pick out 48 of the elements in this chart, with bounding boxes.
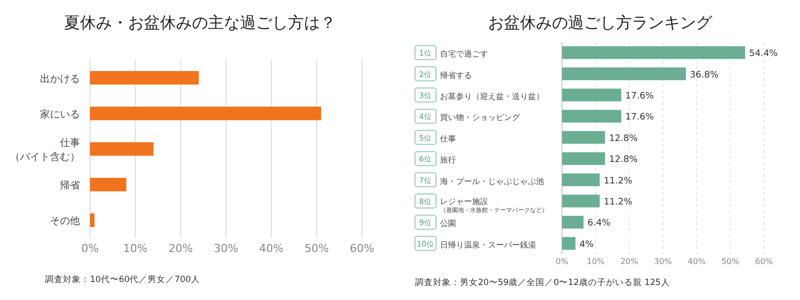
x-tick-label: 60%	[755, 257, 774, 266]
bar	[562, 131, 606, 144]
bar	[90, 213, 95, 227]
data-label: 6.4%	[588, 218, 611, 229]
data-label: 4%	[579, 240, 594, 250]
bar	[562, 88, 622, 102]
bar	[562, 152, 606, 165]
x-tick-label: 50%	[721, 257, 740, 266]
x-tick-label: 0%	[81, 242, 99, 255]
chart-title: 夏休み・お盆休みの主な過ごし方は？	[64, 13, 336, 32]
data-label: 12.8%	[609, 134, 638, 144]
x-tick-label: 20%	[620, 257, 639, 266]
bar	[562, 110, 622, 123]
bar	[90, 142, 154, 156]
data-label: 12.8%	[609, 155, 638, 166]
bar	[90, 106, 322, 120]
chart-title: お盆休みの過ごし方ランキング	[488, 13, 713, 32]
bar	[90, 178, 126, 192]
text: 調査対象：男女20〜59歳／全国／0〜12歳の子がいる親 125人	[415, 277, 670, 288]
data-label: 11.2%	[604, 176, 633, 186]
data-label: 11.2%	[604, 198, 633, 208]
x-tick-label: 20%	[168, 242, 193, 255]
y-tick-label: 家にいる	[40, 108, 80, 120]
x-tick-label: 40%	[688, 257, 706, 266]
x-tick-label: 40%	[259, 242, 284, 255]
bar	[562, 67, 686, 80]
y-tick-label: 出かける	[40, 72, 80, 85]
y-tick-label: 帰省	[60, 180, 80, 192]
data-label: 17.6%	[625, 112, 654, 123]
x-tick-label: 50%	[304, 242, 329, 255]
x-tick-label: 0%	[556, 257, 569, 266]
bar	[562, 46, 746, 59]
x-tick-label: 30%	[214, 242, 238, 255]
text: 調査対象：10代〜60代／男女／700人	[45, 274, 200, 285]
y-tick-label: 仕事（バイト含む）	[10, 137, 80, 163]
data-label: 36.8%	[690, 70, 719, 80]
bar	[90, 71, 199, 85]
x-tick-label: 30%	[654, 257, 672, 266]
y-tick-label: その他	[50, 215, 80, 228]
bar	[562, 237, 576, 250]
x-tick-label: 10%	[586, 257, 605, 266]
x-tick-label: 10%	[123, 242, 148, 255]
bar	[562, 173, 600, 186]
data-label: 54.4%	[749, 49, 778, 60]
bar	[562, 216, 584, 229]
bar	[562, 194, 600, 208]
x-tick-label: 60%	[350, 242, 374, 255]
data-label: 17.6%	[625, 92, 654, 102]
